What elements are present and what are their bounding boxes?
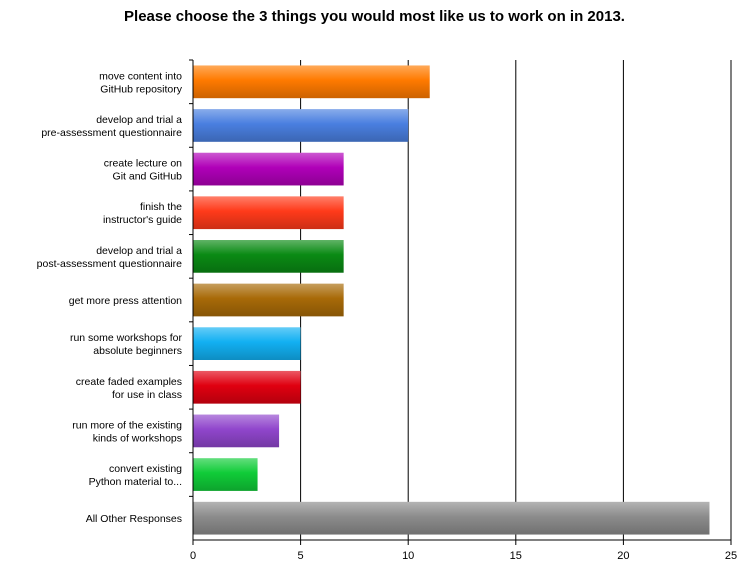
bar bbox=[193, 240, 344, 273]
bar-layer bbox=[193, 65, 710, 535]
bar bbox=[193, 458, 258, 491]
category-label: move content into GitHub repository bbox=[99, 70, 183, 95]
category-label: run some workshops for absolute beginners bbox=[70, 332, 183, 357]
bar bbox=[193, 109, 409, 142]
category-label-layer: move content into GitHub repository develo… bbox=[37, 70, 183, 525]
category-label: get more press attention bbox=[69, 295, 182, 307]
category-label: create lecture on Git and GitHub bbox=[104, 158, 182, 183]
x-tick-label: 25 bbox=[725, 550, 737, 562]
category-label: All Other Responses bbox=[86, 513, 182, 525]
bar bbox=[193, 370, 301, 404]
bar bbox=[193, 327, 301, 360]
category-label: run more of the existing kinds of worksho… bbox=[72, 419, 182, 444]
bar bbox=[193, 152, 344, 186]
bar bbox=[193, 65, 430, 99]
bar bbox=[193, 414, 280, 448]
category-label: convert existing Python material to... bbox=[89, 463, 183, 488]
category-label: create faded examples for use in class bbox=[76, 376, 182, 401]
x-tick-label: 10 bbox=[402, 550, 414, 562]
bar bbox=[193, 501, 710, 535]
x-tick-label: 20 bbox=[617, 550, 629, 562]
bar bbox=[193, 283, 344, 317]
x-tick-label: 0 bbox=[190, 550, 196, 562]
chart-title: Please choose the 3 things you would mos… bbox=[124, 8, 625, 25]
category-label: develop and trial a pre-assessment questi… bbox=[41, 114, 182, 139]
category-label: develop and trial a post-assessment quest… bbox=[37, 245, 183, 270]
x-tick-label: 5 bbox=[298, 550, 304, 562]
category-label: finish the instructor's guide bbox=[103, 201, 182, 226]
axis-layer: 0 5 10 15 20 25 bbox=[189, 59, 737, 562]
x-tick-label: 15 bbox=[510, 550, 522, 562]
bar bbox=[193, 196, 344, 230]
